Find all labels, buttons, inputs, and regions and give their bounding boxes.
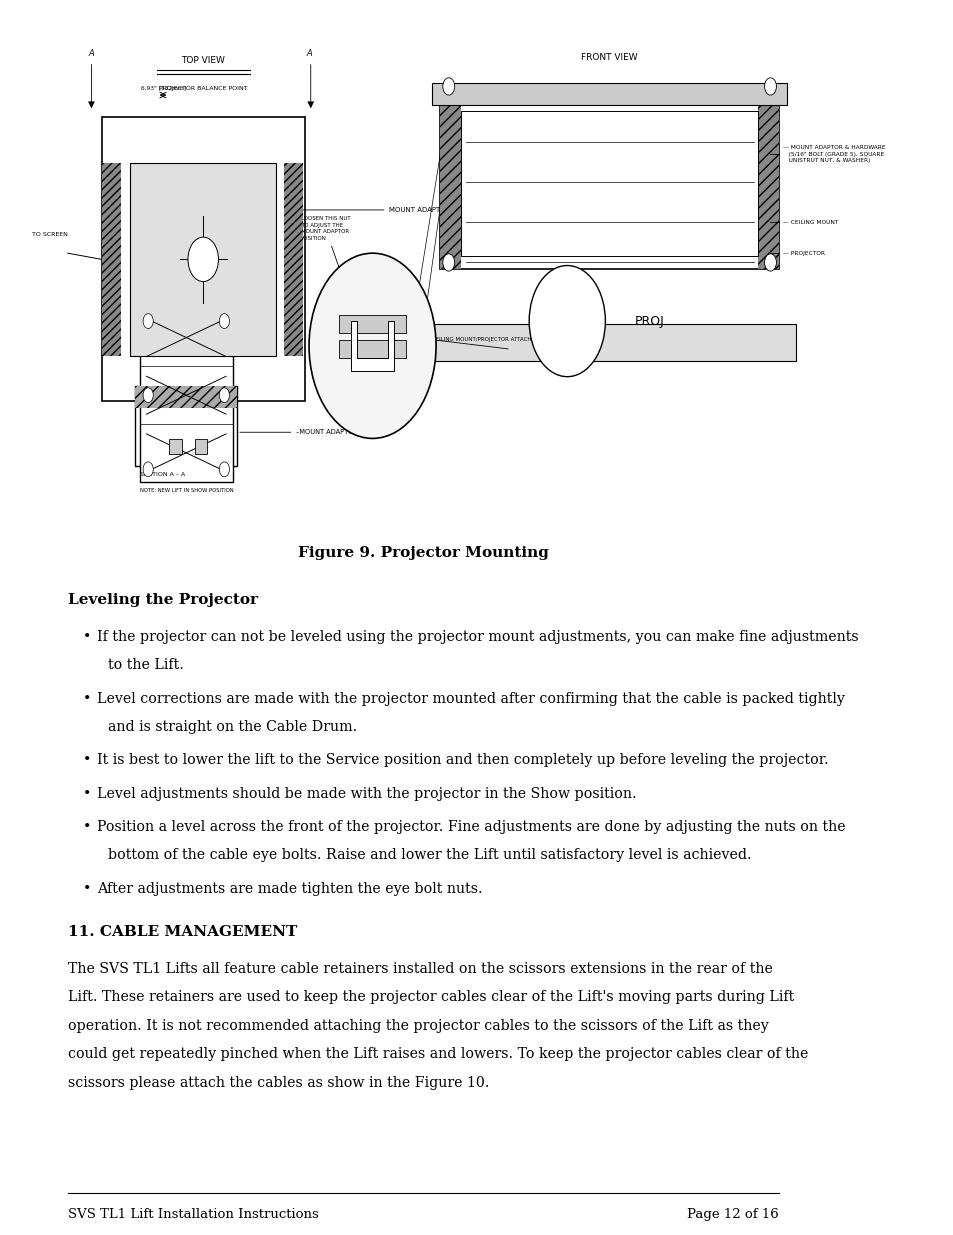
Text: Lift. These retainers are used to keep the projector cables clear of the Lift's : Lift. These retainers are used to keep t… (68, 990, 793, 1004)
Bar (102, 117, 305, 401)
Bar (757, 99, 779, 269)
Bar (130, 163, 276, 356)
Circle shape (529, 266, 605, 377)
Text: A: A (306, 49, 312, 58)
Text: — MOUNT ADAPTOR & HARDWARE
   (5/16" BOLT (GRADE 5), SQUARE
   UNISTRUT NUT, & W: — MOUNT ADAPTOR & HARDWARE (5/16" BOLT (… (782, 146, 885, 163)
Bar (68, 43, 779, 525)
Text: Figure 9. Projector Mounting: Figure 9. Projector Mounting (297, 546, 548, 559)
Text: scissors please attach the cables as show in the Figure 10.: scissors please attach the cables as sho… (68, 1076, 489, 1089)
Bar (461, 111, 757, 257)
Bar (194, 440, 207, 454)
Text: The SVS TL1 Lifts all feature cable retainers installed on the scissors extensio: The SVS TL1 Lifts all feature cable reta… (68, 962, 772, 976)
Text: 6.93" [132mm]: 6.93" [132mm] (141, 85, 186, 90)
Bar (423, 325, 795, 362)
Text: It is best to lower the lift to the Service position and then completely up befo: It is best to lower the lift to the Serv… (97, 753, 828, 767)
Bar (139, 309, 233, 482)
Bar (135, 385, 237, 467)
Bar (432, 83, 786, 105)
Text: If the projector can not be leveled using the projector mount adjustments, you c: If the projector can not be leveled usin… (97, 630, 858, 643)
Text: Level adjustments should be made with the projector in the Show position.: Level adjustments should be made with th… (97, 787, 637, 800)
Polygon shape (351, 321, 394, 370)
Circle shape (219, 388, 230, 403)
Text: FRONT VIEW: FRONT VIEW (580, 53, 638, 62)
Bar (170, 440, 182, 454)
Text: CEILING MOUNT/PROJECTOR ATTACH POINT: CEILING MOUNT/PROJECTOR ATTACH POINT (432, 337, 549, 342)
Text: NOTE: NEW LIFT IN SHOW POSITION: NOTE: NEW LIFT IN SHOW POSITION (139, 489, 233, 494)
Circle shape (309, 253, 436, 438)
Bar (102, 163, 121, 356)
Text: LOOSEN THIS NUT
TO ADJUST THE
MOUNT ADAPTOR
POSITION: LOOSEN THIS NUT TO ADJUST THE MOUNT ADAP… (300, 216, 355, 312)
Text: –MOUNT ADAPTOR: –MOUNT ADAPTOR (239, 430, 358, 435)
Circle shape (763, 254, 776, 272)
Text: Position a level across the front of the projector. Fine adjustments are done by: Position a level across the front of the… (97, 820, 845, 834)
Text: to the Lift.: to the Lift. (108, 658, 183, 672)
Circle shape (143, 462, 153, 477)
Text: PROJECTOR BALANCE POINT: PROJECTOR BALANCE POINT (159, 86, 247, 91)
Text: 11. CABLE MANAGEMENT: 11. CABLE MANAGEMENT (68, 925, 296, 939)
Text: SVS TL1 Lift Installation Instructions: SVS TL1 Lift Installation Instructions (68, 1208, 318, 1221)
Text: A: A (89, 49, 94, 58)
Bar (135, 387, 237, 409)
Bar (283, 163, 303, 356)
Circle shape (219, 314, 230, 329)
Text: •: • (83, 820, 91, 834)
Circle shape (442, 254, 455, 272)
Text: •: • (83, 787, 91, 800)
Text: •: • (83, 882, 91, 895)
Circle shape (143, 388, 153, 403)
Text: TO SCREEN: TO SCREEN (31, 232, 68, 237)
Text: could get repeatedly pinched when the Lift raises and lowers. To keep the projec: could get repeatedly pinched when the Li… (68, 1047, 807, 1061)
Text: •: • (83, 692, 91, 705)
Text: TOP VIEW: TOP VIEW (181, 56, 225, 64)
Circle shape (763, 78, 776, 95)
Text: bottom of the cable eye bolts. Raise and lower the Lift until satisfactory level: bottom of the cable eye bolts. Raise and… (108, 848, 750, 862)
Text: SECTION A – A: SECTION A – A (139, 473, 185, 478)
Text: Level corrections are made with the projector mounted after confirming that the : Level corrections are made with the proj… (97, 692, 844, 705)
Text: — CEILING MOUNT: — CEILING MOUNT (782, 220, 838, 225)
Bar (440, 99, 461, 269)
Text: operation. It is not recommended attaching the projector cables to the scissors : operation. It is not recommended attachi… (68, 1019, 768, 1032)
Circle shape (188, 237, 218, 282)
Circle shape (143, 314, 153, 329)
Circle shape (442, 78, 455, 95)
Text: •: • (83, 630, 91, 643)
Bar (338, 340, 406, 358)
Text: MOUNT ADAPTORS: MOUNT ADAPTORS (299, 207, 455, 212)
Text: Page 12 of 16: Page 12 of 16 (686, 1208, 779, 1221)
Bar (338, 315, 406, 333)
Bar (440, 99, 779, 269)
Text: After adjustments are made tighten the eye bolt nuts.: After adjustments are made tighten the e… (97, 882, 482, 895)
Text: Leveling the Projector: Leveling the Projector (68, 593, 257, 606)
Circle shape (219, 462, 230, 477)
Text: PROJ.: PROJ. (635, 315, 668, 327)
Text: •: • (83, 753, 91, 767)
Text: and is straight on the Cable Drum.: and is straight on the Cable Drum. (108, 720, 356, 734)
Text: — PROJECTOR: — PROJECTOR (782, 251, 824, 256)
